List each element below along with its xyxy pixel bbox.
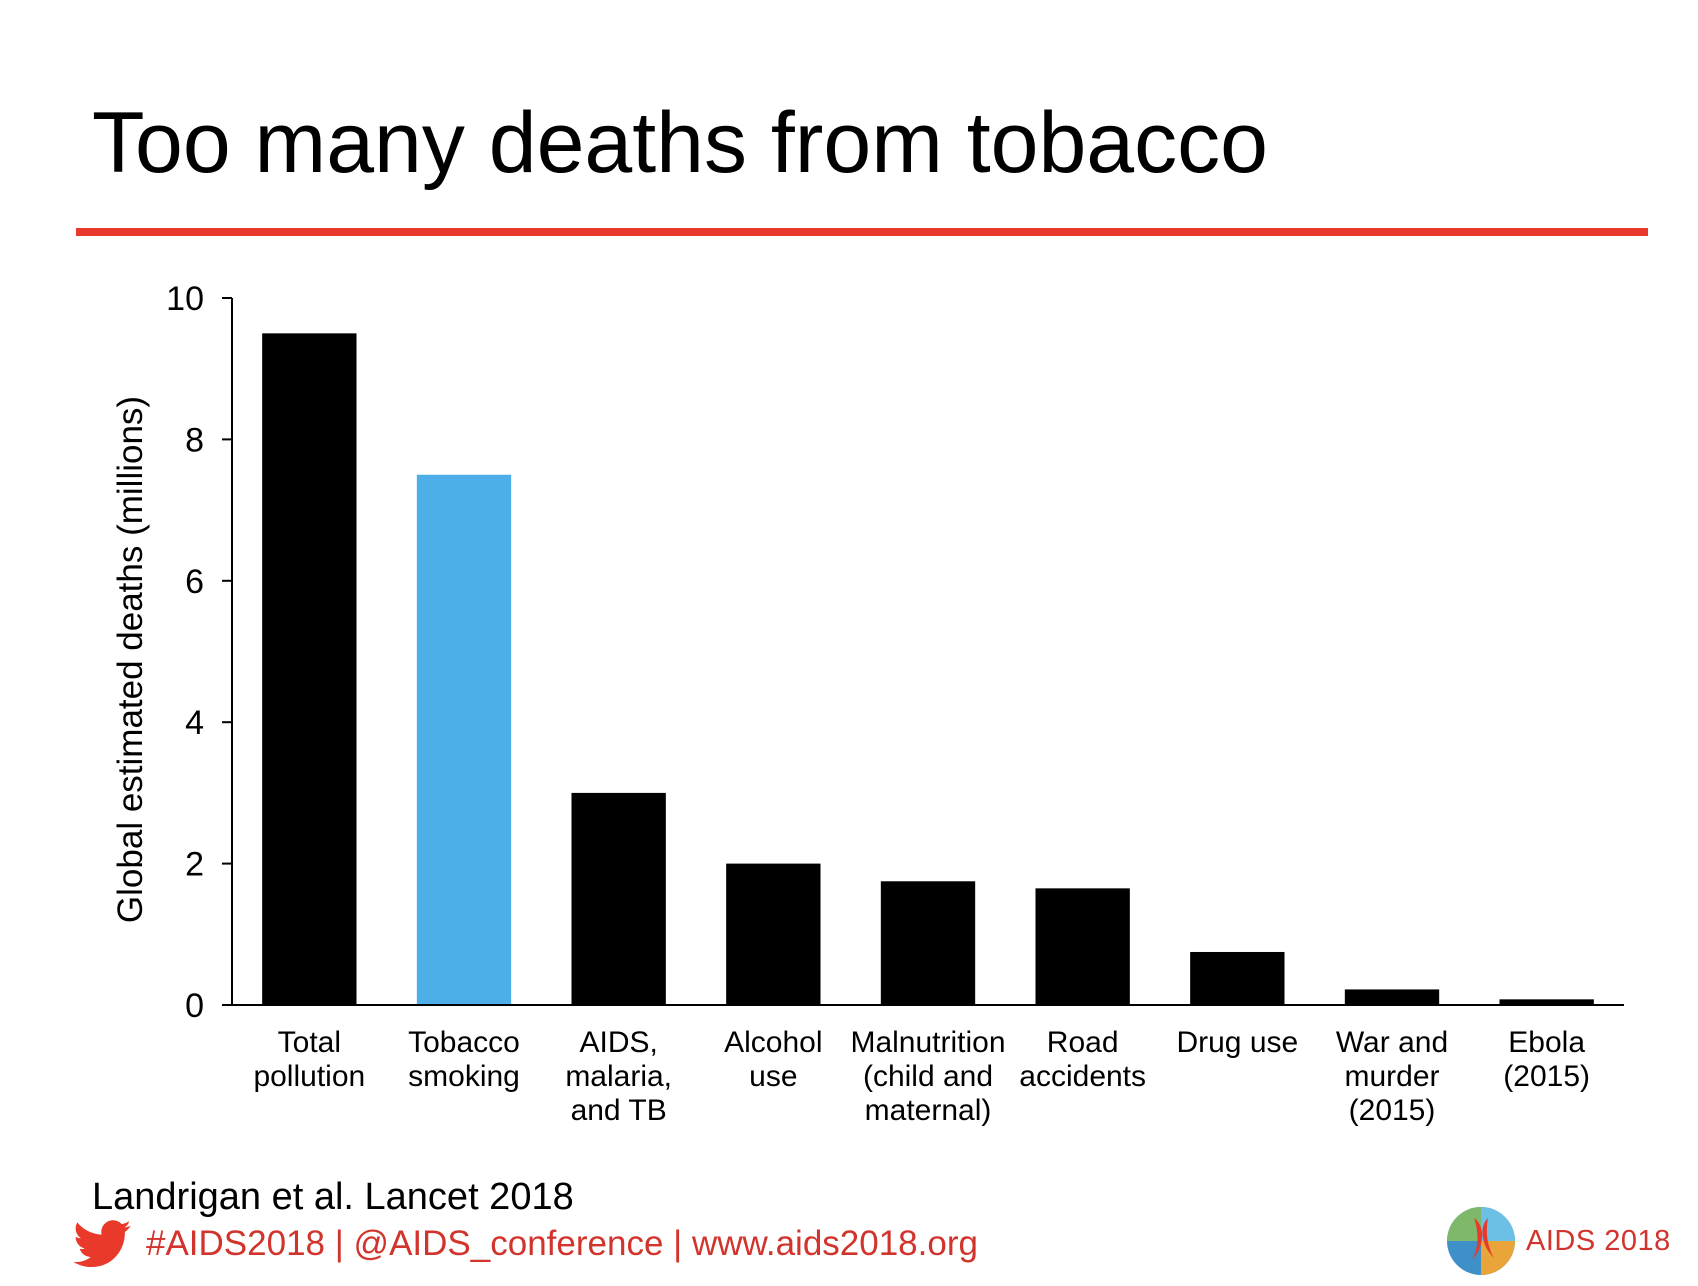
y-tick-label: 8	[185, 421, 204, 459]
x-category-label: and TB	[571, 1094, 667, 1127]
bar	[880, 881, 976, 1005]
x-category-label: Drug use	[1176, 1026, 1298, 1059]
aids-2018-logo: AIDS 2018	[1444, 1204, 1671, 1278]
x-category-label: Malnutrition	[850, 1026, 1005, 1059]
x-category-label: (child and	[863, 1060, 993, 1093]
twitter-bird-icon	[74, 1220, 131, 1268]
x-category-label: accidents	[1019, 1060, 1146, 1093]
x-category-label: use	[749, 1060, 797, 1093]
x-category-label: pollution	[253, 1060, 365, 1093]
y-tick-label: 6	[185, 563, 204, 601]
aids-2018-emblem-icon	[1447, 1207, 1515, 1275]
y-tick-label: 0	[185, 987, 204, 1025]
logo-text: AIDS 2018	[1526, 1224, 1671, 1257]
x-category-label: murder	[1344, 1060, 1439, 1093]
y-tick-label: 2	[185, 846, 204, 884]
bar-chart: 0 2 4 6 8 10 Global estimated deaths (millions…	[111, 280, 1624, 1127]
citation: Landrigan et al. Lancet 2018	[92, 1176, 574, 1218]
x-category-label: Total	[278, 1026, 341, 1059]
x-category-label: (2015)	[1349, 1094, 1436, 1127]
social-footer: #AIDS2018 | @AIDS_conference | www.aids2…	[74, 1216, 978, 1272]
bar	[571, 792, 666, 1005]
x-category-label: Road	[1047, 1026, 1119, 1059]
x-category-label: War and	[1336, 1026, 1448, 1059]
y-axis-title: Global estimated deaths (millions)	[111, 396, 150, 923]
x-category-label: (2015)	[1503, 1060, 1590, 1093]
x-category-label: AIDS,	[579, 1026, 657, 1059]
x-category-label: malaria,	[565, 1060, 672, 1093]
bar	[1499, 999, 1594, 1005]
x-category-label: Alcohol	[724, 1026, 822, 1059]
bar	[1190, 951, 1285, 1005]
y-tick-label: 4	[185, 704, 204, 742]
bar	[726, 863, 821, 1005]
slide-title: Too many deaths from tobacco	[92, 95, 1268, 191]
bar	[1035, 888, 1130, 1005]
y-tick-label: 10	[166, 280, 204, 318]
x-category-label: maternal)	[865, 1094, 992, 1127]
x-category-label: Ebola	[1508, 1026, 1585, 1059]
x-category-label: Tobacco	[408, 1026, 520, 1059]
bar	[1344, 989, 1440, 1005]
bar	[262, 333, 357, 1006]
bar	[416, 474, 512, 1005]
title-divider	[76, 228, 1648, 236]
social-links: #AIDS2018 | @AIDS_conference | www.aids2…	[146, 1224, 978, 1263]
x-category-label: smoking	[408, 1060, 520, 1093]
